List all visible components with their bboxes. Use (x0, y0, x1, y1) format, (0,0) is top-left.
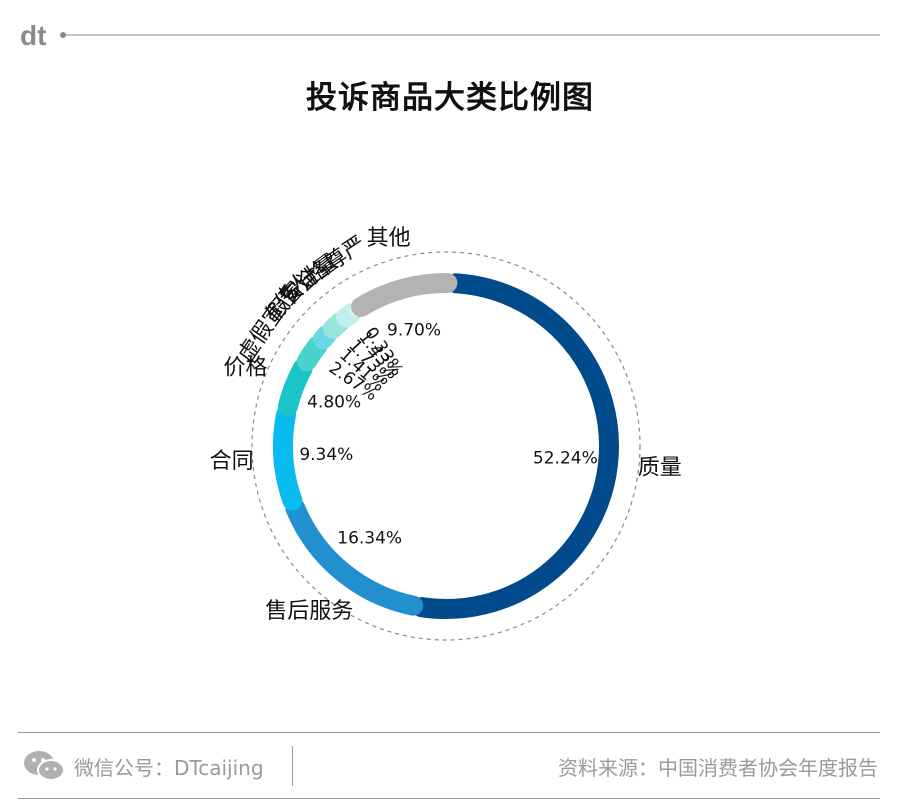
brand-bar: dt (0, 0, 900, 70)
header-rule-dot (60, 32, 66, 38)
category-label-其他: 其他 (367, 226, 411, 251)
value-label-4: 4.80% (307, 393, 361, 413)
ring-segments (273, 273, 619, 619)
ring-segment-1 (411, 273, 619, 619)
footer-bottom-rule (18, 798, 880, 799)
ring-segment-3 (273, 404, 303, 511)
value-labels: 52.24%16.34%9.34%4.80%2.67%1.41%1.73%1.4… (299, 320, 597, 548)
ring-segment-5 (296, 335, 328, 372)
ring-segment-4 (277, 358, 313, 417)
brand-header-svg: dt (20, 20, 880, 51)
footer: 微信公号：DTcaijing 资料来源：中国消费者协会年度报告 (0, 732, 900, 811)
ring-chart: 52.24%16.34%9.34%4.80%2.67%1.41%1.73%1.4… (210, 226, 682, 641)
wechat-icon (24, 751, 65, 781)
value-label-2: 16.34% (337, 529, 402, 549)
dt-logo: dt (20, 20, 46, 51)
ring-segment-10 (351, 273, 458, 317)
footer-top-rule (18, 732, 880, 733)
value-label-1: 52.24% (533, 449, 598, 469)
category-label-售后服务: 售后服务 (265, 599, 353, 624)
wechat-account-label: 微信公号：DTcaijing (74, 756, 264, 780)
chart-title: 投诉商品大类比例图 (306, 80, 594, 116)
value-label-3: 9.34% (299, 445, 353, 465)
dashed-guide-circle (251, 251, 641, 641)
category-label-质量: 质量 (638, 456, 682, 481)
value-label-10: 9.70% (387, 320, 441, 340)
category-label-合同: 合同 (210, 449, 254, 474)
category-label-人格尊严: 人格尊严 (283, 232, 370, 301)
ring-segment-2 (285, 498, 424, 616)
category-label-价格: 价格 (224, 355, 268, 380)
source-label: 资料来源：中国消费者协会年度报告 (558, 756, 878, 780)
footer-divider (292, 746, 293, 786)
